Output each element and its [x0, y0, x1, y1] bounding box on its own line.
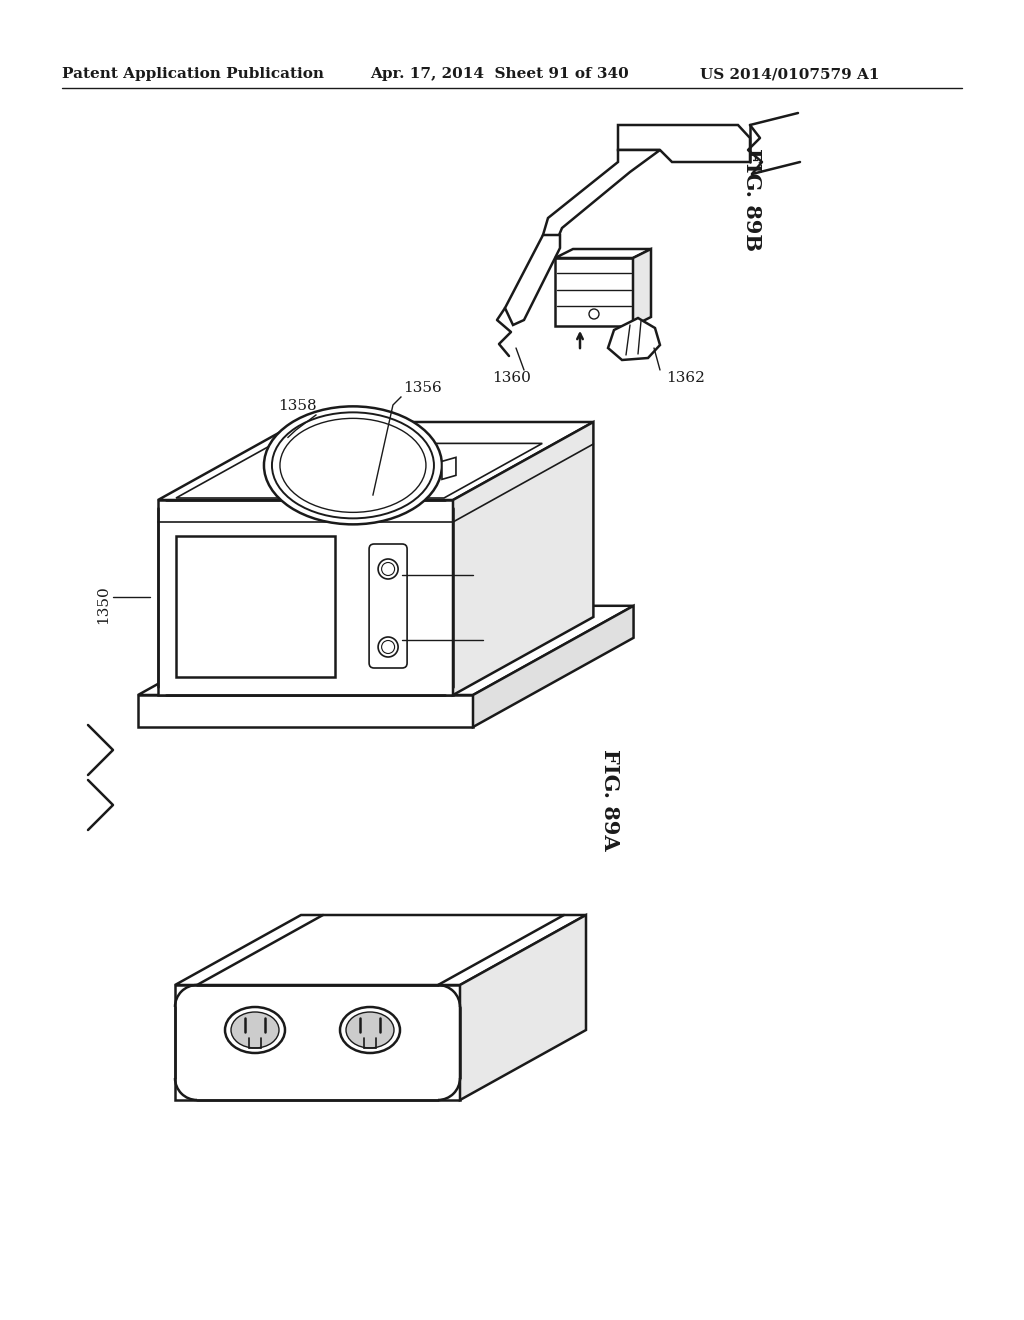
Ellipse shape: [280, 418, 426, 512]
Ellipse shape: [264, 407, 442, 524]
Text: Patent Application Publication: Patent Application Publication: [62, 67, 324, 81]
Text: Apr. 17, 2014  Sheet 91 of 340: Apr. 17, 2014 Sheet 91 of 340: [370, 67, 629, 81]
Polygon shape: [158, 422, 593, 500]
Polygon shape: [175, 915, 586, 985]
Polygon shape: [608, 318, 660, 360]
Polygon shape: [543, 150, 660, 240]
Text: 1350: 1350: [96, 585, 110, 624]
Text: 1352: 1352: [486, 632, 525, 645]
Polygon shape: [442, 457, 456, 479]
Polygon shape: [633, 249, 651, 326]
Ellipse shape: [272, 412, 434, 519]
Polygon shape: [138, 606, 634, 696]
Ellipse shape: [378, 558, 398, 579]
Text: US 2014/0107579 A1: US 2014/0107579 A1: [700, 67, 880, 81]
Text: 1356: 1356: [403, 381, 441, 395]
Text: 1362: 1362: [666, 371, 705, 385]
FancyBboxPatch shape: [369, 544, 408, 668]
Polygon shape: [618, 125, 750, 162]
Ellipse shape: [225, 1007, 285, 1053]
Ellipse shape: [340, 1007, 400, 1053]
Polygon shape: [453, 422, 593, 696]
Polygon shape: [138, 696, 473, 727]
Text: 1354: 1354: [476, 568, 515, 581]
Polygon shape: [473, 606, 634, 727]
Polygon shape: [176, 444, 543, 498]
Polygon shape: [460, 915, 586, 1100]
Polygon shape: [555, 249, 651, 257]
Text: FIG. 89B: FIG. 89B: [742, 149, 762, 252]
Polygon shape: [505, 235, 560, 325]
Polygon shape: [175, 985, 460, 1100]
Ellipse shape: [382, 562, 394, 576]
Polygon shape: [555, 257, 633, 326]
Text: FIG. 89A: FIG. 89A: [600, 750, 620, 851]
Polygon shape: [176, 536, 335, 677]
Text: 1358: 1358: [278, 399, 316, 413]
Ellipse shape: [231, 1012, 279, 1048]
Ellipse shape: [346, 1012, 394, 1048]
Text: 1360: 1360: [493, 371, 531, 385]
Ellipse shape: [382, 640, 394, 653]
Polygon shape: [158, 500, 453, 696]
Ellipse shape: [378, 638, 398, 657]
